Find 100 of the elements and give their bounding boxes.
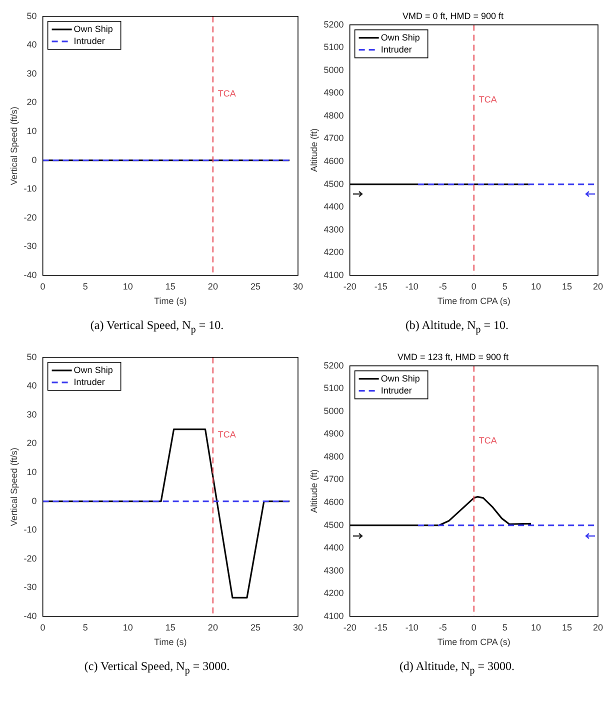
x-tick-label: 5 [82, 281, 88, 292]
y-tick-label: 4100 [324, 611, 344, 622]
x-tick-label: -20 [343, 622, 356, 633]
y-tick-label: 50 [26, 352, 37, 362]
x-axis-title: Time from CPA (s) [437, 637, 510, 648]
text: (c) Vertical Speed, N$_{p}$ = 3000. [83, 659, 231, 677]
x-axis-title: Time from CPA (s) [437, 296, 510, 306]
y-tick-label: 4500 [324, 520, 344, 530]
x-tick-label: 0 [471, 622, 476, 633]
legend-label: Own Ship [74, 365, 113, 376]
x-tick-label: 30 [292, 281, 303, 292]
y-tick-label: 4200 [324, 247, 344, 258]
y-tick-label: 30 [26, 68, 37, 78]
y-tick-label: -10 [24, 524, 37, 535]
y-tick-label: 0 [32, 154, 37, 165]
x-axis-title: Time (s) [154, 296, 187, 306]
y-tick-label: 50 [26, 10, 37, 21]
x-axis-title: Time (s) [154, 637, 187, 648]
x-tick-label: 15 [165, 622, 176, 633]
y-tick-label: 4300 [324, 566, 344, 576]
y-tick-label: -20 [24, 212, 37, 222]
y-tick-label: -40 [24, 270, 37, 280]
legend-label: Intruder [74, 36, 105, 46]
x-tick-label: -5 [438, 622, 447, 633]
x-tick-label: 20 [208, 622, 218, 633]
legend-label: Own Ship [380, 374, 420, 384]
y-tick-label: 20 [26, 97, 37, 108]
x-tick-label: 25 [250, 281, 260, 292]
legend-label: Own Ship [380, 32, 420, 42]
ref-line-label: TCA [478, 436, 497, 446]
x-tick-label: -20 [343, 281, 356, 292]
y-axis-title: Vertical Speed (ft/s) [8, 106, 19, 186]
y-axis-title: Altitude (ft) [308, 470, 319, 514]
x-tick-label: 20 [592, 281, 603, 292]
chart-title: VMD = 123 ft, HMD = 900 ft [397, 352, 510, 362]
x-tick-label: -15 [374, 622, 388, 633]
y-tick-label: 30 [26, 410, 37, 420]
y-tick-label: 20 [26, 438, 37, 449]
x-tick-label: 10 [122, 281, 133, 292]
x-tick-label: 15 [165, 281, 176, 292]
text: (a) Vertical Speed, N$_{p}$ = 10. [89, 318, 225, 336]
y-tick-label: 4400 [324, 202, 344, 212]
x-tick-label: 30 [292, 622, 303, 633]
x-tick-label: -15 [374, 281, 388, 292]
y-tick-label: 4200 [324, 588, 344, 598]
y-tick-label: 4900 [324, 88, 344, 98]
y-tick-label: 5100 [324, 383, 344, 394]
x-tick-label: 0 [40, 281, 46, 292]
y-tick-label: 4500 [324, 178, 344, 189]
y-tick-label: -30 [24, 241, 37, 252]
y-tick-label: -20 [24, 554, 37, 564]
ref-line-label: TCA [478, 94, 497, 104]
y-tick-label: 4300 [324, 224, 344, 234]
ref-line-label: TCA [218, 88, 236, 99]
y-tick-label: 5200 [324, 19, 344, 30]
y-tick-label: 4800 [324, 110, 344, 120]
x-tick-label: 10 [122, 622, 133, 633]
y-tick-label: 4700 [324, 474, 344, 485]
y-tick-label: 4100 [324, 270, 344, 280]
x-tick-label: 5 [502, 622, 508, 633]
legend-label: Intruder [74, 377, 105, 388]
y-tick-label: 4900 [324, 429, 344, 440]
x-tick-label: 20 [592, 622, 603, 633]
y-tick-label: 4600 [324, 497, 344, 508]
legend-label: Intruder [380, 386, 412, 396]
x-tick-label: 0 [40, 622, 46, 633]
y-tick-label: 40 [26, 381, 37, 392]
y-tick-label: 4800 [324, 452, 344, 462]
y-tick-label: 4400 [324, 542, 344, 553]
x-tick-label: 5 [502, 281, 508, 292]
x-tick-label: 20 [208, 281, 218, 292]
y-tick-label: -30 [24, 582, 37, 592]
y-tick-label: 4600 [324, 156, 344, 166]
x-tick-label: 15 [562, 281, 572, 292]
x-tick-label: 0 [471, 281, 476, 292]
y-tick-label: -40 [24, 611, 37, 622]
y-tick-label: 0 [32, 496, 37, 506]
x-tick-label: 25 [250, 622, 260, 633]
x-tick-label: -10 [405, 281, 418, 292]
x-tick-label: 10 [530, 622, 541, 633]
y-tick-label: 40 [26, 40, 37, 50]
x-tick-label: 10 [530, 281, 541, 292]
text: (d) Altitude, N$_{p}$ = 3000. [398, 659, 516, 677]
y-tick-label: 5100 [324, 42, 344, 52]
ref-line-label: TCA [218, 430, 236, 440]
chart-title: VMD = 0 ft, HMD = 900 ft [402, 10, 504, 21]
y-tick-label: 5000 [324, 64, 344, 75]
text: (b) Altitude, N$_{p}$ = 10. [404, 318, 510, 336]
y-tick-label: 10 [26, 126, 37, 136]
legend-label: Intruder [380, 44, 412, 54]
x-tick-label: -10 [405, 622, 418, 633]
legend-label: Own Ship [74, 24, 113, 34]
y-axis-title: Altitude (ft) [308, 128, 319, 172]
y-tick-label: -10 [24, 184, 37, 194]
x-tick-label: 15 [562, 622, 572, 633]
y-tick-label: 5200 [324, 360, 344, 371]
x-tick-label: -5 [438, 281, 447, 292]
x-tick-label: 5 [82, 622, 88, 633]
y-tick-label: 10 [26, 467, 37, 478]
y-axis-title: Vertical Speed (ft/s) [8, 448, 19, 527]
